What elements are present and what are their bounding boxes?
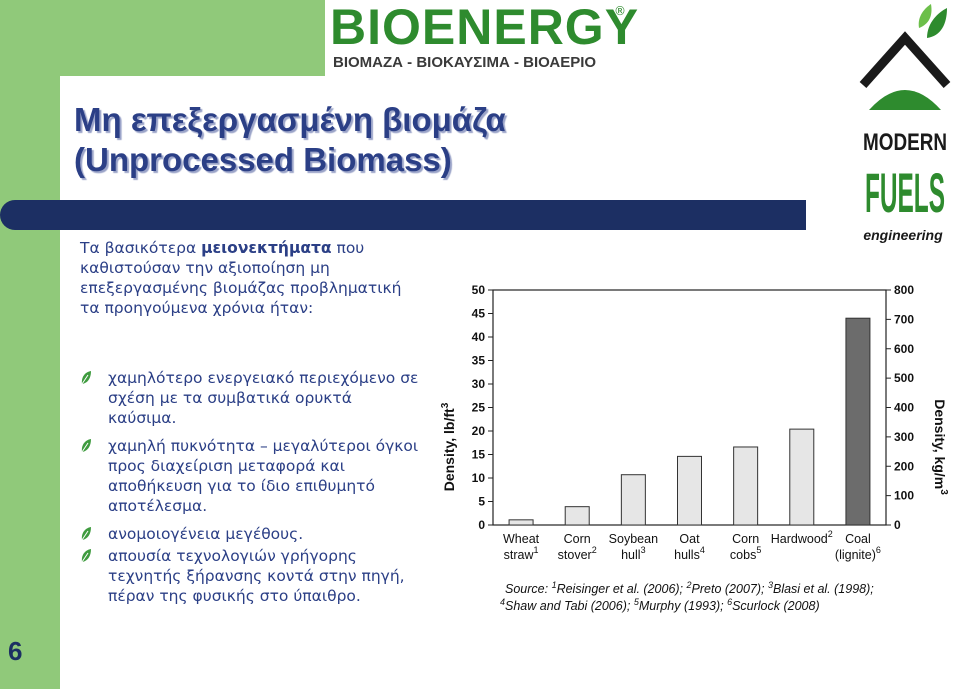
chart-axes: 0510152025303540455001002003004005006007… bbox=[472, 283, 915, 532]
x-tick-label: Soybean bbox=[609, 532, 658, 546]
leaf-bullet-icon bbox=[81, 549, 91, 563]
bullet-text: απουσία τεχνολογιών γρήγορης τεχνητής ξή… bbox=[108, 547, 405, 605]
title-line-1: Μη επεξεργασμένη βιομάζα bbox=[74, 101, 506, 138]
chart-source-line-1: Source: 1Reisinger et al. (2006); 2Preto… bbox=[505, 580, 874, 596]
bar bbox=[508, 519, 534, 526]
bar bbox=[845, 317, 871, 526]
x-tick-label: Corn bbox=[732, 532, 759, 546]
leaf-icon bbox=[918, 4, 947, 38]
leaf-bullet-icon bbox=[81, 371, 91, 385]
bar bbox=[620, 474, 646, 526]
y-axis-label-right: Density, kg/m3 bbox=[932, 399, 949, 495]
y-tick-label-right: 700 bbox=[894, 312, 914, 326]
x-tick-label: Coal bbox=[845, 532, 871, 546]
x-tick-label: Hardwood2 bbox=[771, 529, 833, 546]
y-tick-label-left: 0 bbox=[478, 518, 485, 532]
side-logo-line3: engineering bbox=[863, 227, 943, 243]
x-tick-label-line2: cobs5 bbox=[730, 545, 761, 562]
y-tick-label-right: 500 bbox=[894, 371, 914, 385]
chart-source-line-2: 4Shaw and Tabi (2006); 5Murphy (1993); 6… bbox=[500, 597, 820, 613]
bullet-text: ανομοιογένεια μεγέθους. bbox=[108, 525, 304, 543]
side-logo-line1: MODERN bbox=[863, 129, 947, 156]
green-top-block bbox=[0, 0, 325, 76]
bullet-text: χαμηλότερο ενεργειακό περιεχόμενο σε σχέ… bbox=[108, 369, 419, 427]
title-divider-band bbox=[0, 200, 806, 230]
leaf-bullet-icon bbox=[81, 527, 91, 541]
green-sidebar bbox=[0, 0, 60, 689]
page-title: Μη επεξεργασμένη βιομάζα (Unprocessed Bi… bbox=[74, 100, 506, 180]
bar bbox=[564, 506, 590, 526]
modern-fuels-logo: MODERN FUELS engineering bbox=[859, 4, 951, 243]
y-tick-label-left: 15 bbox=[472, 448, 486, 462]
x-tick-label: Corn bbox=[564, 532, 591, 546]
x-tick-label-line2: hull3 bbox=[621, 545, 645, 562]
y-tick-label-right: 200 bbox=[894, 459, 914, 473]
density-bar-chart: 0510152025303540455001002003004005006007… bbox=[430, 275, 955, 620]
y-tick-label-left: 10 bbox=[472, 471, 486, 485]
chart-background bbox=[430, 275, 955, 620]
title-line-2: (Unprocessed Biomass) bbox=[74, 141, 452, 178]
x-tick-label-line2: hulls4 bbox=[674, 545, 705, 562]
bar bbox=[733, 446, 759, 526]
x-tick-label-line2: stover2 bbox=[558, 545, 597, 562]
list-item: χαμηλότερο ενεργειακό περιεχόμενο σε σχέ… bbox=[80, 368, 420, 428]
leaf-bullet-icon bbox=[81, 439, 91, 453]
bar bbox=[789, 428, 815, 526]
intro-text-post: που καθιστούσαν την αξιοποίηση μη επεξερ… bbox=[80, 239, 402, 317]
house-roof-icon bbox=[859, 31, 951, 88]
bullet-list: χαμηλότερο ενεργειακό περιεχόμενο σε σχέ… bbox=[80, 368, 420, 614]
slide-number: 6 bbox=[8, 636, 23, 666]
y-axis-label-left: Density, lb/ft3 bbox=[440, 402, 457, 491]
y-tick-label-right: 100 bbox=[894, 489, 914, 503]
y-tick-label-left: 20 bbox=[472, 424, 486, 438]
y-tick-label-right: 600 bbox=[894, 342, 914, 356]
y-tick-label-left: 40 bbox=[472, 330, 486, 344]
x-tick-label-line2: straw1 bbox=[504, 545, 539, 562]
y-tick-label-left: 25 bbox=[472, 401, 486, 415]
bioenergy-subtitle: ΒΙΟΜΑΖΑ - ΒΙΟΚΑΥΣΙΜΑ - ΒΙΟΑΕΡΙΟ bbox=[333, 54, 597, 71]
registered-mark: ® bbox=[614, 4, 626, 18]
y-tick-label-left: 5 bbox=[478, 495, 485, 509]
y-tick-label-left: 45 bbox=[472, 307, 486, 321]
side-logo-line2: FUELS bbox=[865, 161, 945, 224]
y-tick-label-right: 400 bbox=[894, 401, 914, 415]
intro-text-pre: Τα βασικότερα bbox=[80, 239, 202, 257]
x-tick-label: Oat bbox=[679, 532, 700, 546]
chart-bars bbox=[508, 317, 871, 526]
y-tick-label-right: 800 bbox=[894, 283, 914, 297]
x-tick-label-line2: (lignite)6 bbox=[835, 545, 881, 562]
list-item: ανομοιογένεια μεγέθους. bbox=[80, 524, 420, 544]
intro-emphasis: μειονεκτήματα bbox=[201, 239, 332, 257]
y-tick-label-left: 50 bbox=[472, 283, 486, 297]
y-tick-label-right: 300 bbox=[894, 430, 914, 444]
bar bbox=[677, 455, 702, 526]
y-tick-label-right: 0 bbox=[894, 518, 901, 532]
y-tick-label-left: 35 bbox=[472, 354, 486, 368]
list-item: απουσία τεχνολογιών γρήγορης τεχνητής ξή… bbox=[80, 546, 420, 606]
list-item: χαμηλή πυκνότητα – μεγαλύτεροι όγκοι προ… bbox=[80, 436, 420, 516]
x-tick-label: Wheat bbox=[503, 532, 540, 546]
intro-paragraph: Τα βασικότερα μειονεκτήματα που καθιστού… bbox=[80, 238, 420, 318]
y-tick-label-left: 30 bbox=[472, 377, 486, 391]
bioenergy-logo: BIOENERGY bbox=[330, 0, 640, 55]
bullet-text: χαμηλή πυκνότητα – μεγαλύτεροι όγκοι προ… bbox=[108, 437, 419, 515]
chart-labels: Wheatstraw1Cornstover2Soybeanhull3Oathul… bbox=[503, 529, 881, 562]
